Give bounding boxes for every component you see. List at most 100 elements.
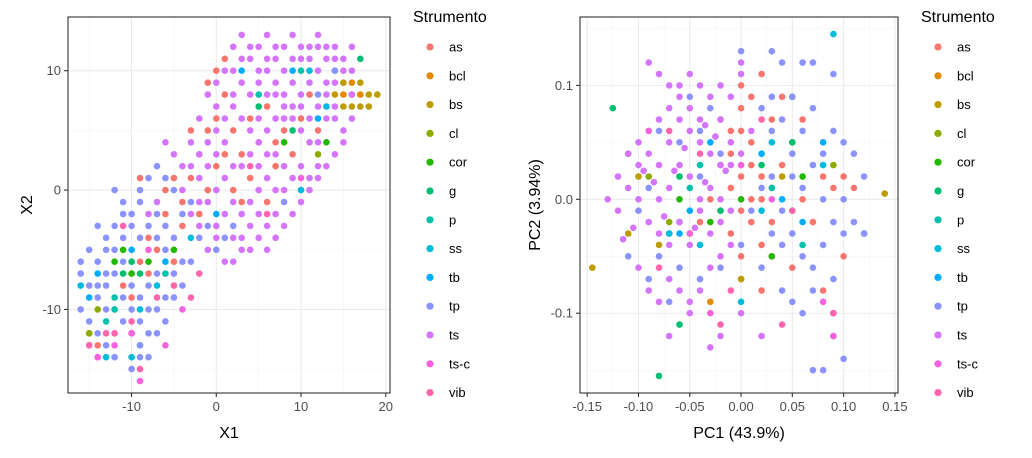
data-point-ts <box>280 67 288 74</box>
data-point-ts <box>255 67 262 74</box>
data-point-tp <box>136 342 144 349</box>
legend-label: ts-c <box>449 356 470 371</box>
data-point-as <box>748 196 755 203</box>
data-point-tp <box>331 67 339 74</box>
data-point-ts <box>727 241 735 249</box>
data-point-ts-c <box>297 174 305 182</box>
data-point-tp <box>153 162 161 170</box>
data-point-ts <box>263 127 271 134</box>
data-point-as <box>170 258 178 266</box>
data-point-tp <box>136 318 144 325</box>
data-point-ts <box>280 222 288 230</box>
data-point-bs <box>589 264 596 272</box>
data-point-ts <box>238 234 245 242</box>
data-point-ts <box>645 150 652 157</box>
data-point-as <box>789 264 796 272</box>
data-point-p <box>768 184 776 192</box>
data-point-tp <box>153 270 161 277</box>
data-point-as <box>737 104 745 112</box>
data-point-ts <box>297 43 305 51</box>
left-legend-items: as bcl bs cl cor gp ss tb tp ts ts-c vib <box>426 40 470 400</box>
data-point-ts <box>696 196 704 203</box>
data-point-tp <box>77 270 84 277</box>
data-point-ts-c <box>136 377 144 385</box>
series-vib <box>85 162 271 373</box>
data-point-tp <box>819 366 827 374</box>
data-point-tp <box>153 330 161 337</box>
data-point-ts-c <box>128 330 135 337</box>
data-point-ts <box>213 186 220 194</box>
legend-label: bcl <box>449 68 466 83</box>
data-point-tb <box>128 246 135 254</box>
legend-item-p: p <box>934 212 964 227</box>
series-bcl <box>707 298 714 306</box>
data-point-ts <box>727 161 735 169</box>
data-point-tp <box>830 218 837 226</box>
data-point-ts <box>686 104 694 112</box>
data-point-bs <box>357 103 364 110</box>
data-point-ts <box>297 162 305 170</box>
data-point-ts <box>686 70 694 78</box>
data-point-bs <box>624 230 632 237</box>
data-point-tp <box>840 139 847 146</box>
y-tick-label: -10 <box>42 302 61 317</box>
data-point-ts <box>665 104 673 112</box>
legend-label: p <box>449 212 456 227</box>
data-point-ts <box>331 55 339 63</box>
data-point-ts <box>179 186 186 194</box>
data-point-bs <box>340 79 347 86</box>
data-point-ts <box>758 332 765 340</box>
data-point-tp <box>819 241 827 249</box>
data-point-as <box>272 162 279 170</box>
data-point-tp <box>665 298 673 306</box>
data-point-tp <box>85 246 93 254</box>
legend-key-as <box>426 43 434 51</box>
data-point-ts <box>314 139 322 146</box>
right-legend: Strumento as bcl bs cl cor gp ss tb tp ts ts-c vib <box>921 9 995 400</box>
data-point-ts <box>650 178 658 186</box>
data-point-as <box>727 230 735 237</box>
data-point-as <box>748 93 755 101</box>
data-point-tb <box>94 270 101 277</box>
series-p <box>102 67 305 349</box>
data-point-vib <box>246 162 254 170</box>
data-point-tp <box>737 47 745 55</box>
data-point-vib <box>665 127 673 135</box>
data-point-tp <box>655 252 663 260</box>
data-point-tp <box>85 282 93 289</box>
data-point-tp <box>153 234 161 242</box>
data-point-tp <box>77 306 84 313</box>
data-point-ts-c <box>707 309 714 317</box>
legend-item-vib: vib <box>934 385 974 400</box>
data-point-ts <box>635 161 642 169</box>
data-point-as <box>289 151 296 158</box>
data-point-tp <box>789 298 796 306</box>
data-point-ts <box>645 287 652 294</box>
legend-label: cor <box>449 155 468 170</box>
data-point-as <box>737 173 745 180</box>
series-ts <box>604 59 765 351</box>
data-point-vib <box>830 309 837 317</box>
data-point-ts <box>323 162 330 170</box>
data-point-ss <box>819 161 827 169</box>
data-point-ts <box>323 91 330 98</box>
data-point-ts <box>153 198 161 206</box>
data-point-g <box>676 173 683 180</box>
data-point-ts <box>676 116 683 123</box>
data-point-vib <box>717 321 724 328</box>
data-point-tp <box>119 318 127 325</box>
data-point-ts <box>712 133 719 140</box>
data-point-bcl <box>357 91 364 98</box>
data-point-tp <box>830 70 837 78</box>
legend-label: tb <box>449 270 460 285</box>
data-point-tp <box>778 207 786 214</box>
data-point-ts <box>170 151 178 158</box>
legend-label: cor <box>957 155 976 170</box>
data-point-tp <box>850 150 858 157</box>
data-point-tp <box>799 59 806 66</box>
series-tb <box>676 139 827 237</box>
data-point-bcl <box>348 79 356 86</box>
data-point-bs <box>635 173 642 180</box>
series-vib <box>655 116 837 328</box>
data-point-as <box>830 184 837 192</box>
